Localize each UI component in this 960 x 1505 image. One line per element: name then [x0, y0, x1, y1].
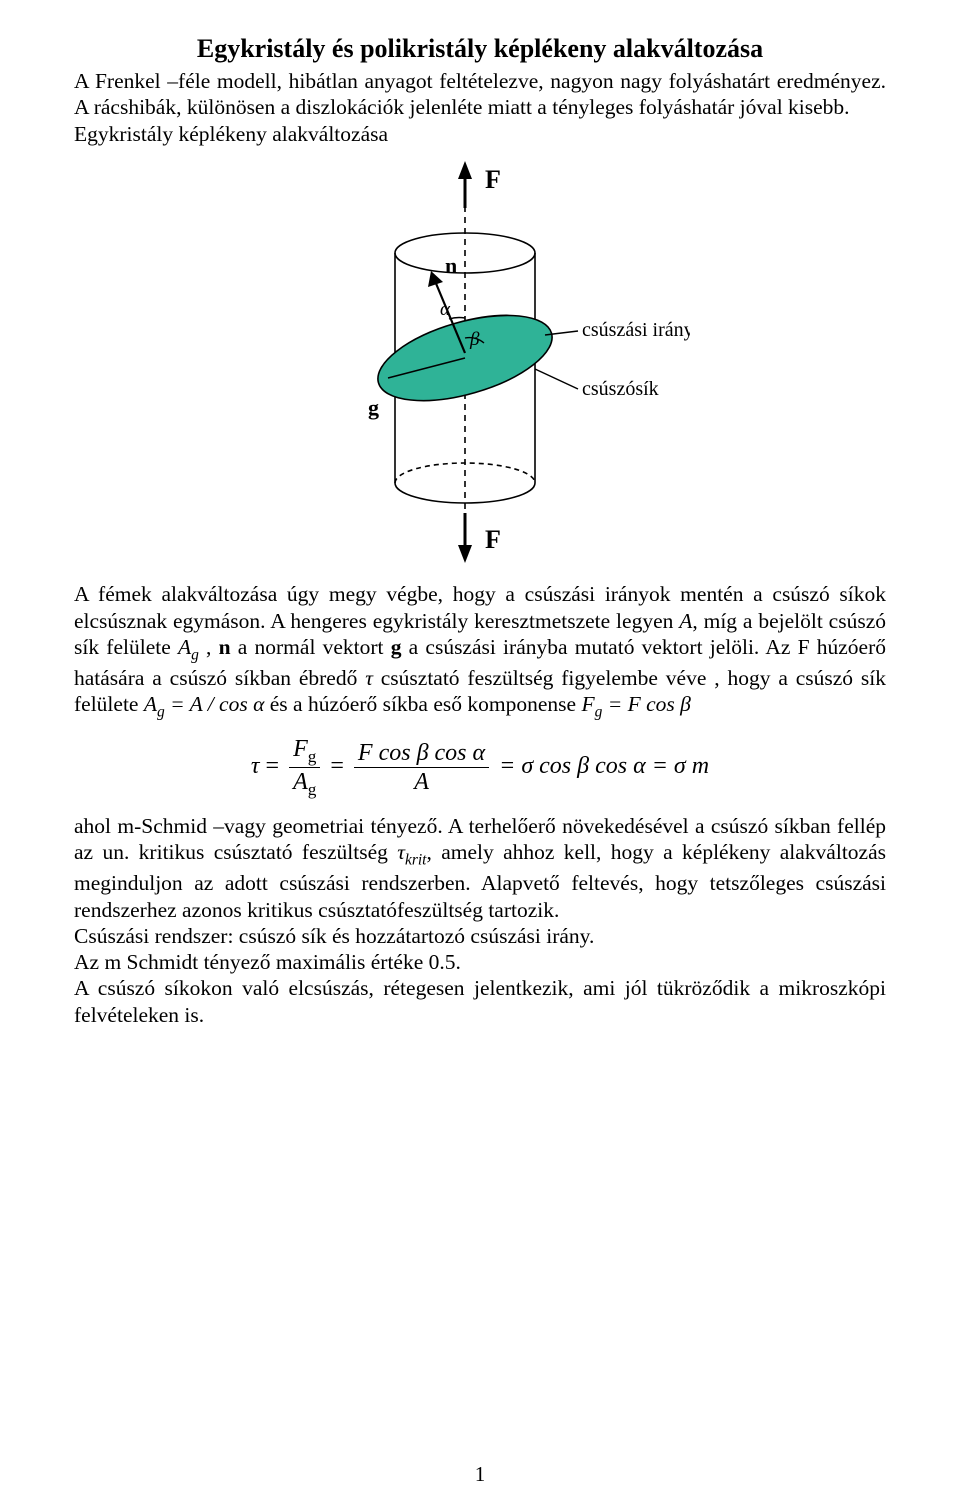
label-beta: β	[469, 329, 480, 350]
arrowhead-bottom	[458, 545, 472, 563]
math-tau: τ	[365, 666, 373, 690]
text-segment: és a húzóerő síkba eső komponense	[264, 692, 581, 716]
page-number: 1	[0, 1462, 960, 1487]
paragraph-1: A Frenkel –féle modell, hibátlan anyagot…	[74, 68, 886, 120]
label-n: n	[445, 253, 457, 278]
paragraph-3: A fémek alakváltozása úgy megy végbe, ho…	[74, 581, 886, 722]
paragraph-6: Az m Schmidt tényező maximális értéke 0.…	[74, 949, 886, 975]
paragraph-7: A csúszó síkokon való elcsúszás, réteges…	[74, 975, 886, 1027]
eq-equals: =	[330, 753, 350, 779]
figure-container: F n α β g csúszá	[74, 153, 886, 573]
vector-g-label: g	[391, 635, 402, 659]
math-A: A	[679, 609, 692, 633]
vector-n-label: n	[219, 635, 231, 659]
eq-frac1: Fg Ag	[289, 736, 320, 799]
slip-system-diagram: F n α β g csúszá	[270, 153, 690, 573]
label-slip-direction: csúszási irány	[582, 319, 690, 341]
math-Ag: Ag	[178, 635, 199, 659]
math-Fg-eq: Fg = F cos β	[581, 692, 690, 716]
subheading: Egykristály képlékeny alakváltozása	[74, 122, 886, 147]
paragraph-4: ahol m-Schmid –vagy geometriai tényező. …	[74, 813, 886, 923]
paragraph-5: Csúszási rendszer: csúszó sík és hozzáta…	[74, 923, 886, 949]
eq-rhs: = σ cos β cos α = σ m	[499, 753, 709, 779]
label-slip-plane: csúszósík	[582, 378, 659, 400]
alpha-arc	[449, 318, 465, 319]
page-title: Egykristály és polikristály képlékeny al…	[74, 34, 886, 64]
label-g: g	[368, 395, 379, 420]
arrowhead-top	[458, 161, 472, 179]
label-alpha: α	[440, 299, 451, 320]
eq-tau: τ	[251, 753, 260, 779]
eq-frac2: F cos β cos α A	[354, 740, 489, 796]
main-equation: τ = Fg Ag = F cos β cos α A = σ cos β co…	[74, 736, 886, 799]
math-Ag-eq: Ag = A / cos α	[144, 692, 265, 716]
label-F-bottom: F	[485, 525, 501, 554]
text-segment: a normál vektort	[231, 635, 391, 659]
math-tau-krit: τkrit	[397, 840, 426, 864]
text-segment: ,	[199, 635, 219, 659]
callout-slip-plane	[535, 369, 578, 389]
label-F-top: F	[485, 165, 501, 194]
eq-equals: =	[266, 753, 286, 779]
